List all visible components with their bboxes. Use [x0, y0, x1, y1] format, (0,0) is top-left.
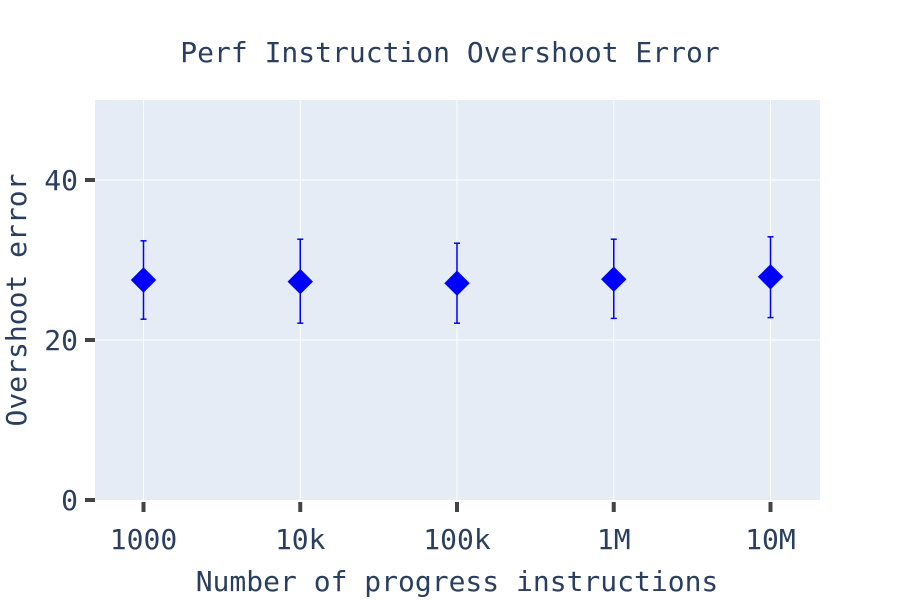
data-point-marker	[130, 267, 157, 293]
axes: 0 20 40 1000 10k 100k 1M 10M	[44, 164, 796, 556]
chart-title: Perf Instruction Overshoot Error	[180, 36, 719, 69]
y-tick-label: 40	[44, 164, 78, 197]
data-point-marker	[757, 264, 784, 290]
data-point-marker	[444, 270, 470, 296]
x-tick-label: 1M	[597, 523, 631, 556]
x-axis-title: Number of progress instructions	[196, 565, 719, 598]
y-tick-label: 0	[61, 484, 78, 517]
x-tick-label: 10M	[745, 523, 796, 556]
x-tick-label: 10k	[275, 523, 326, 556]
y-axis-title: Overshoot error	[0, 174, 33, 427]
data-point-marker	[287, 268, 313, 295]
x-tick-label: 1000	[110, 523, 177, 556]
data-layer	[130, 236, 784, 324]
data-point-marker	[601, 266, 627, 292]
y-tick-label: 20	[44, 324, 78, 357]
x-tick-label: 100k	[423, 523, 491, 556]
